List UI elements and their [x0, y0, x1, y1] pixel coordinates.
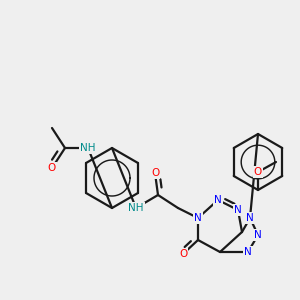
Text: N: N: [234, 205, 242, 215]
Text: N: N: [254, 230, 262, 240]
Text: O: O: [48, 163, 56, 173]
Text: N: N: [194, 213, 202, 223]
Text: N: N: [246, 213, 254, 223]
Text: O: O: [179, 249, 187, 259]
Text: N: N: [244, 247, 252, 257]
Text: NH: NH: [80, 143, 96, 153]
Text: O: O: [151, 168, 159, 178]
Text: O: O: [254, 167, 262, 177]
Text: NH: NH: [128, 203, 144, 213]
Text: N: N: [214, 195, 222, 205]
